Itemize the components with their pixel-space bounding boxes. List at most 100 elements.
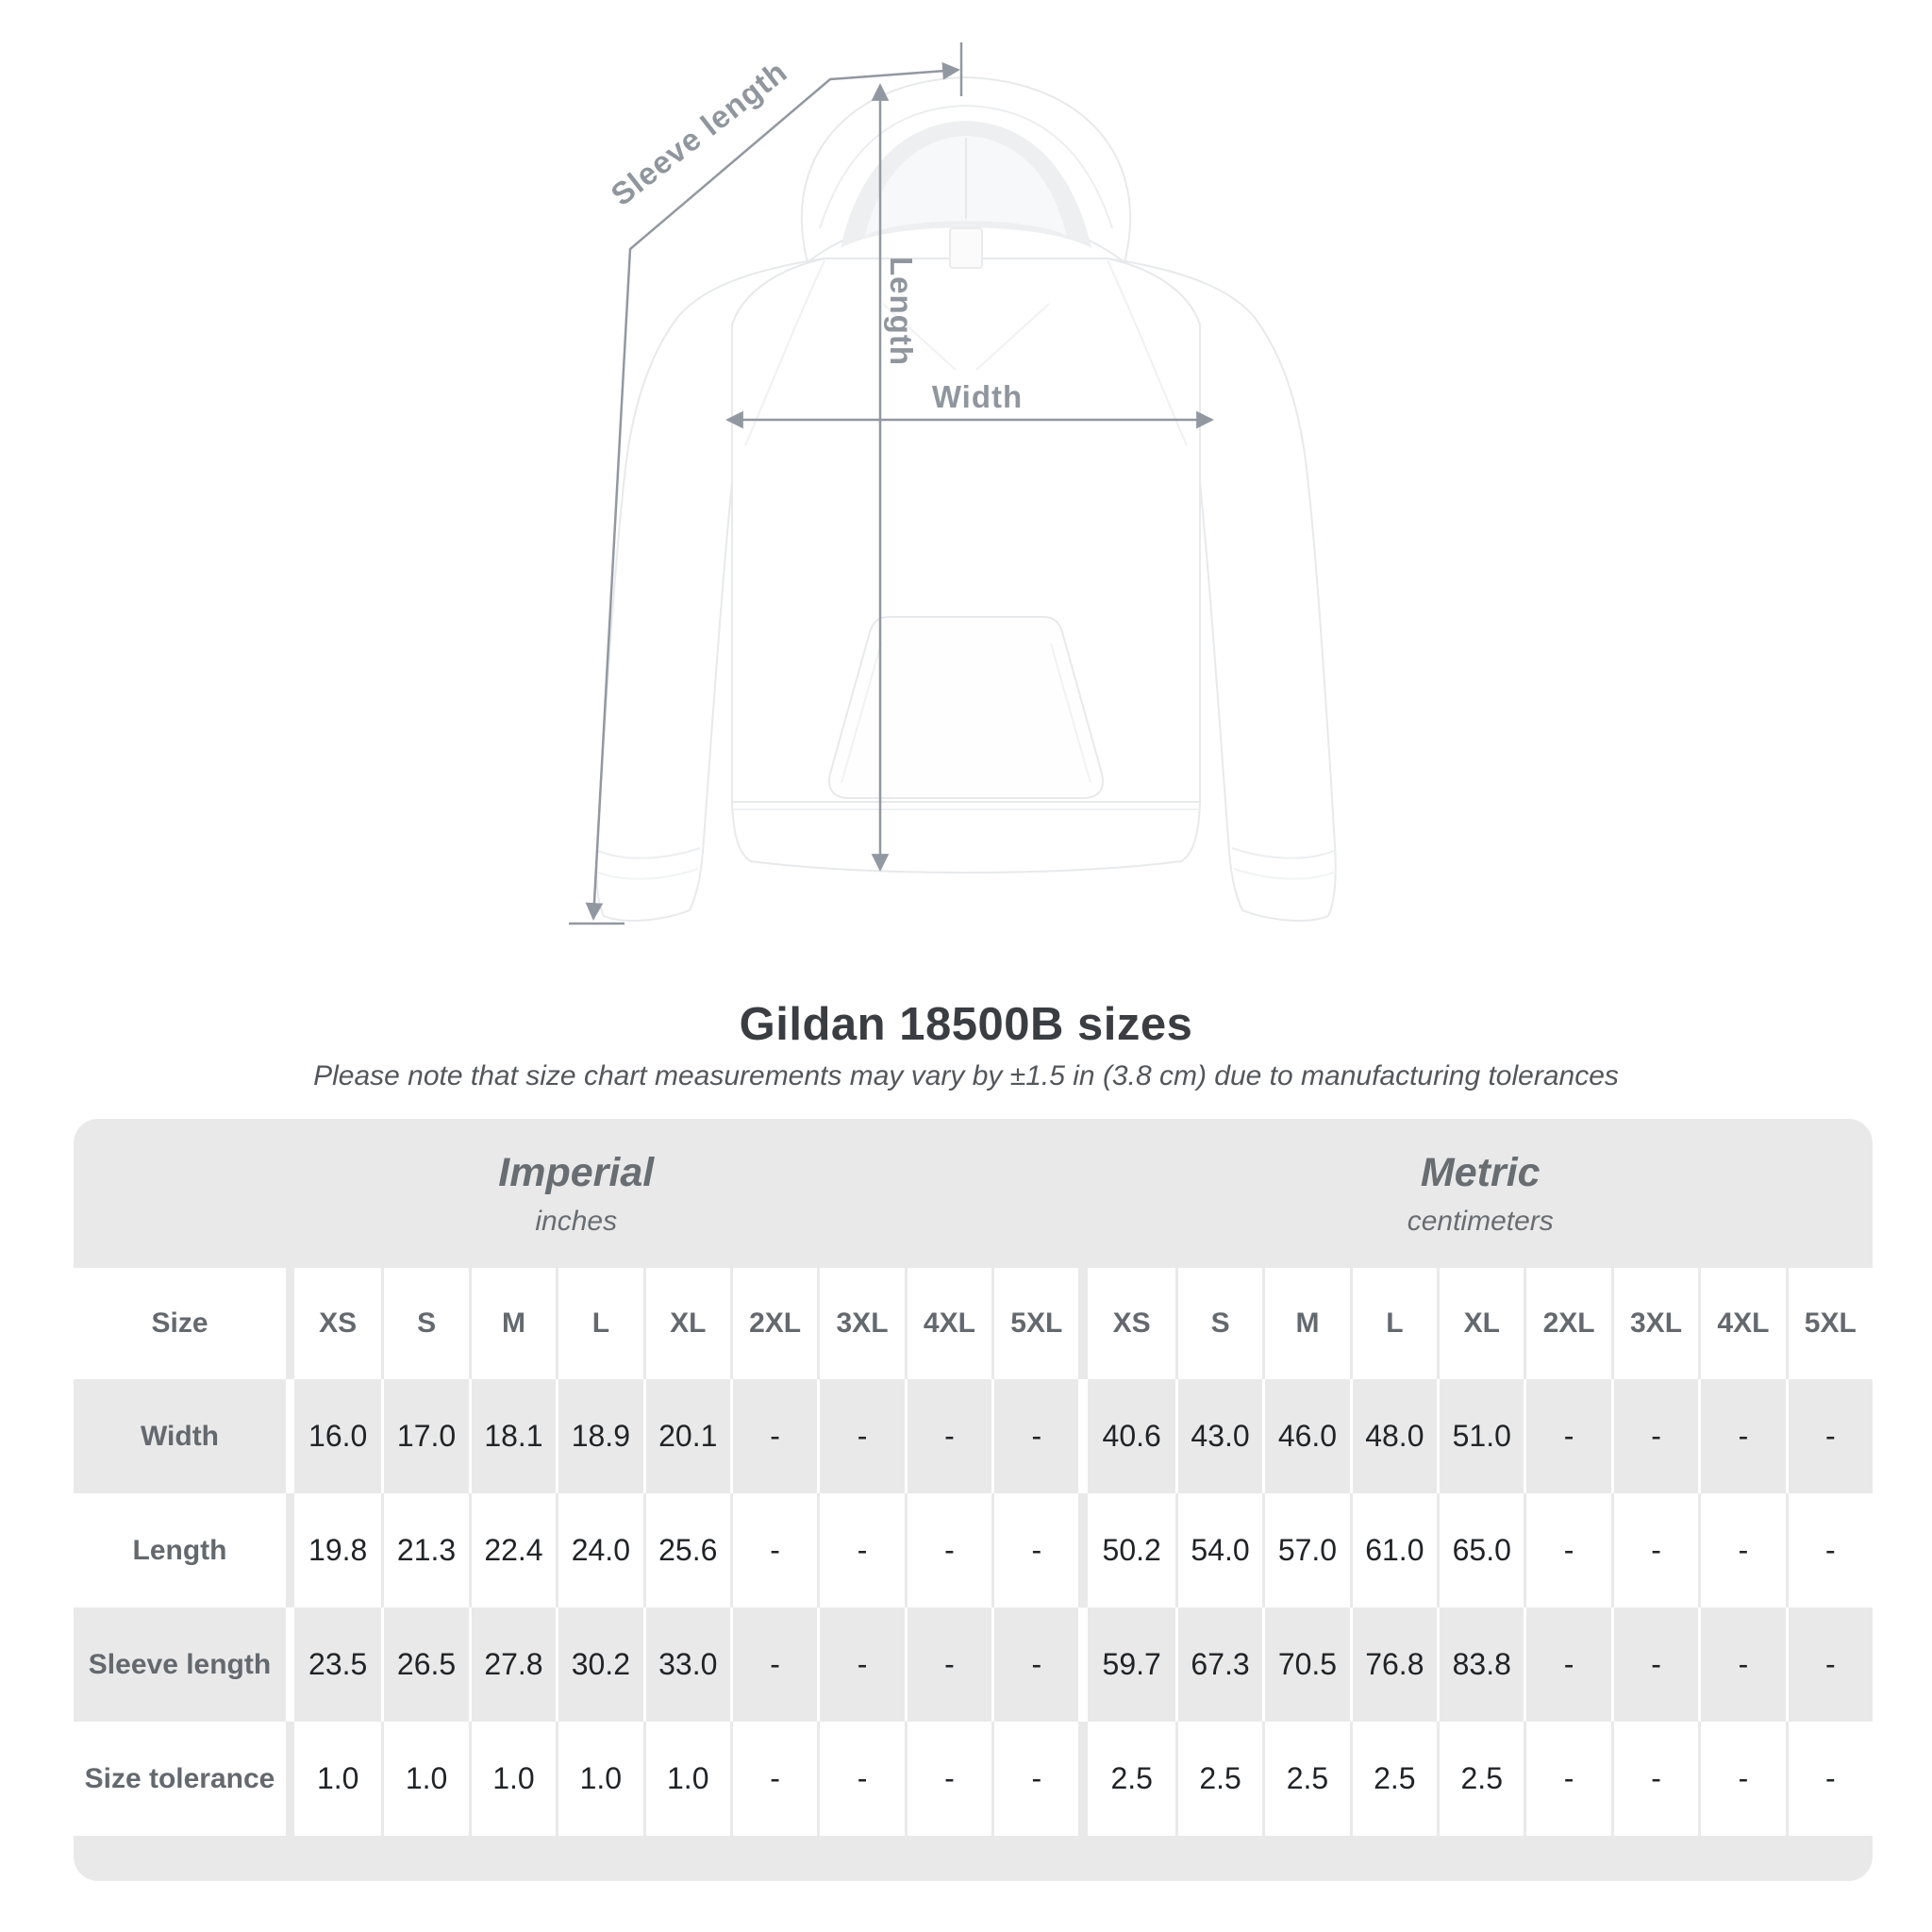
size-header-metric-m: M [1262,1268,1349,1379]
value-metric: 46.0 [1262,1379,1349,1493]
value-imperial: - [817,1493,904,1607]
value-metric: - [1524,1493,1610,1607]
value-metric: - [1698,1379,1785,1493]
value-imperial: 1.0 [468,1722,556,1836]
width-label: Width [932,379,1023,414]
value-imperial: 17.0 [381,1379,468,1493]
neck-tag [949,227,983,269]
value-imperial: 1.0 [316,1761,359,1795]
size-header-metric-3xl: 3XL [1610,1268,1698,1379]
value-imperial: 27.8 [468,1607,556,1722]
size-table: Imperial inches Metric centimeters Size X… [74,1119,1873,1881]
table-footer [74,1836,1873,1881]
value-metric: 70.5 [1262,1607,1349,1722]
label-column-divider [286,1607,294,1722]
value-metric: 2.5 [1110,1761,1153,1795]
size-header-metric-4xl: 4XL [1698,1268,1785,1379]
value-metric: - [1785,1379,1873,1493]
value-imperial: - [817,1722,904,1836]
value-imperial: 18.1 [468,1379,556,1493]
table-rows: Size XS S M L XL 2XL 3XL 4XL 5XL XS S M L XL 2XL 3XL 4XL 5… [74,1268,1873,1836]
size-header-imperial-xs: XS [319,1307,358,1339]
table-row-width: Width 16.0 17.0 18.1 18.9 20.1- - - -40.6 43.0 46.… [74,1379,1873,1493]
value-metric: 40.6 [1102,1419,1161,1453]
size-header-metric-5xl: 5XL [1785,1268,1873,1379]
value-imperial: 1.0 [381,1722,468,1836]
value-metric: - [1698,1493,1785,1607]
value-metric: - [1785,1722,1873,1836]
size-header-metric-l: L [1349,1268,1437,1379]
label-column-divider [286,1493,294,1607]
group-gap [1078,1493,1089,1607]
value-imperial: 18.9 [556,1379,642,1493]
value-imperial: 30.2 [556,1607,642,1722]
unit-group-divider [1079,1119,1089,1268]
value-metric: 83.8 [1437,1607,1524,1722]
row-label-width: Width [140,1420,220,1452]
size-header-row: Size XS S M L XL 2XL 3XL 4XL 5XL XS S M L XL 2XL 3XL 4XL 5… [74,1268,1873,1379]
table-row-size-tolerance: Size tolerance 1.0 1.0 1.0 1.0 1.0- - - -2.5 2.5 2… [74,1722,1873,1836]
sleeve-length-arrow [585,61,960,921]
value-metric: 54.0 [1174,1493,1262,1607]
value-imperial: - [729,1722,817,1836]
value-imperial: 24.0 [556,1493,642,1607]
unit-header-row: Imperial inches Metric centimeters [74,1119,1873,1268]
value-imperial: - [817,1607,904,1722]
value-metric: 76.8 [1349,1607,1437,1722]
value-imperial: - [991,1607,1078,1722]
value-metric: - [1610,1379,1698,1493]
size-header-metric-xl: XL [1437,1268,1524,1379]
row-label-length: Length [132,1534,227,1566]
value-metric: 67.3 [1174,1607,1262,1722]
value-imperial: - [991,1493,1078,1607]
dimension-lines [569,42,1214,925]
value-metric: 2.5 [1174,1722,1262,1836]
value-imperial: - [729,1493,817,1607]
value-imperial: 23.5 [308,1647,368,1681]
value-metric: - [1524,1379,1610,1493]
size-header-imperial-3xl: 3XL [817,1268,904,1379]
size-header-imperial-4xl: 4XL [904,1268,991,1379]
imperial-label: Imperial [498,1149,655,1195]
value-metric: - [1524,1722,1610,1836]
value-metric: 43.0 [1174,1379,1262,1493]
tolerance-note: Please note that size chart measurements… [313,1060,1619,1091]
group-gap [1078,1722,1089,1836]
hoodie-illustration [595,76,1337,922]
size-corner-header: Size [151,1307,208,1339]
value-metric: 48.0 [1349,1379,1437,1493]
value-imperial: - [729,1607,817,1722]
hoodie-pocket [828,616,1104,799]
value-metric: - [1785,1607,1873,1722]
group-gap [1078,1379,1089,1493]
hoodie-measurement-diagram: Sleeve length Length Width [569,42,1337,925]
length-label: Length [884,257,919,366]
value-imperial: 20.1 [642,1379,730,1493]
value-imperial: 21.3 [381,1493,468,1607]
value-imperial: - [991,1722,1078,1836]
value-metric: 2.5 [1262,1722,1349,1836]
value-imperial: 33.0 [642,1607,730,1722]
label-column-divider [286,1379,294,1493]
size-header-metric-2xl: 2XL [1524,1268,1610,1379]
imperial-unit-label: inches [535,1205,618,1237]
value-metric: - [1698,1607,1785,1722]
size-header-metric-xs: XS [1112,1307,1151,1339]
row-label-sleeve-length: Sleeve length [88,1648,272,1680]
value-metric: - [1610,1722,1698,1836]
value-imperial: 16.0 [308,1419,368,1453]
unit-group-imperial: Imperial inches [74,1119,1079,1268]
value-imperial: 26.5 [381,1607,468,1722]
group-gap [1078,1607,1089,1722]
table-row-sleeve-length: Sleeve length 23.5 26.5 27.8 30.2 33.0- - - -59.… [74,1607,1873,1722]
table-row-length: Length 19.8 21.3 22.4 24.0 25.6- - - -50.2 54.0 57… [74,1493,1873,1607]
value-metric: 61.0 [1349,1493,1437,1607]
value-imperial: - [991,1379,1078,1493]
value-metric: 65.0 [1437,1493,1524,1607]
hoodie-right-sleeve [1107,258,1337,922]
value-imperial: 25.6 [642,1493,730,1607]
value-metric: 59.7 [1102,1647,1161,1681]
label-column-divider [286,1722,294,1836]
value-imperial: 22.4 [468,1493,556,1607]
size-header-imperial-s: S [381,1268,468,1379]
